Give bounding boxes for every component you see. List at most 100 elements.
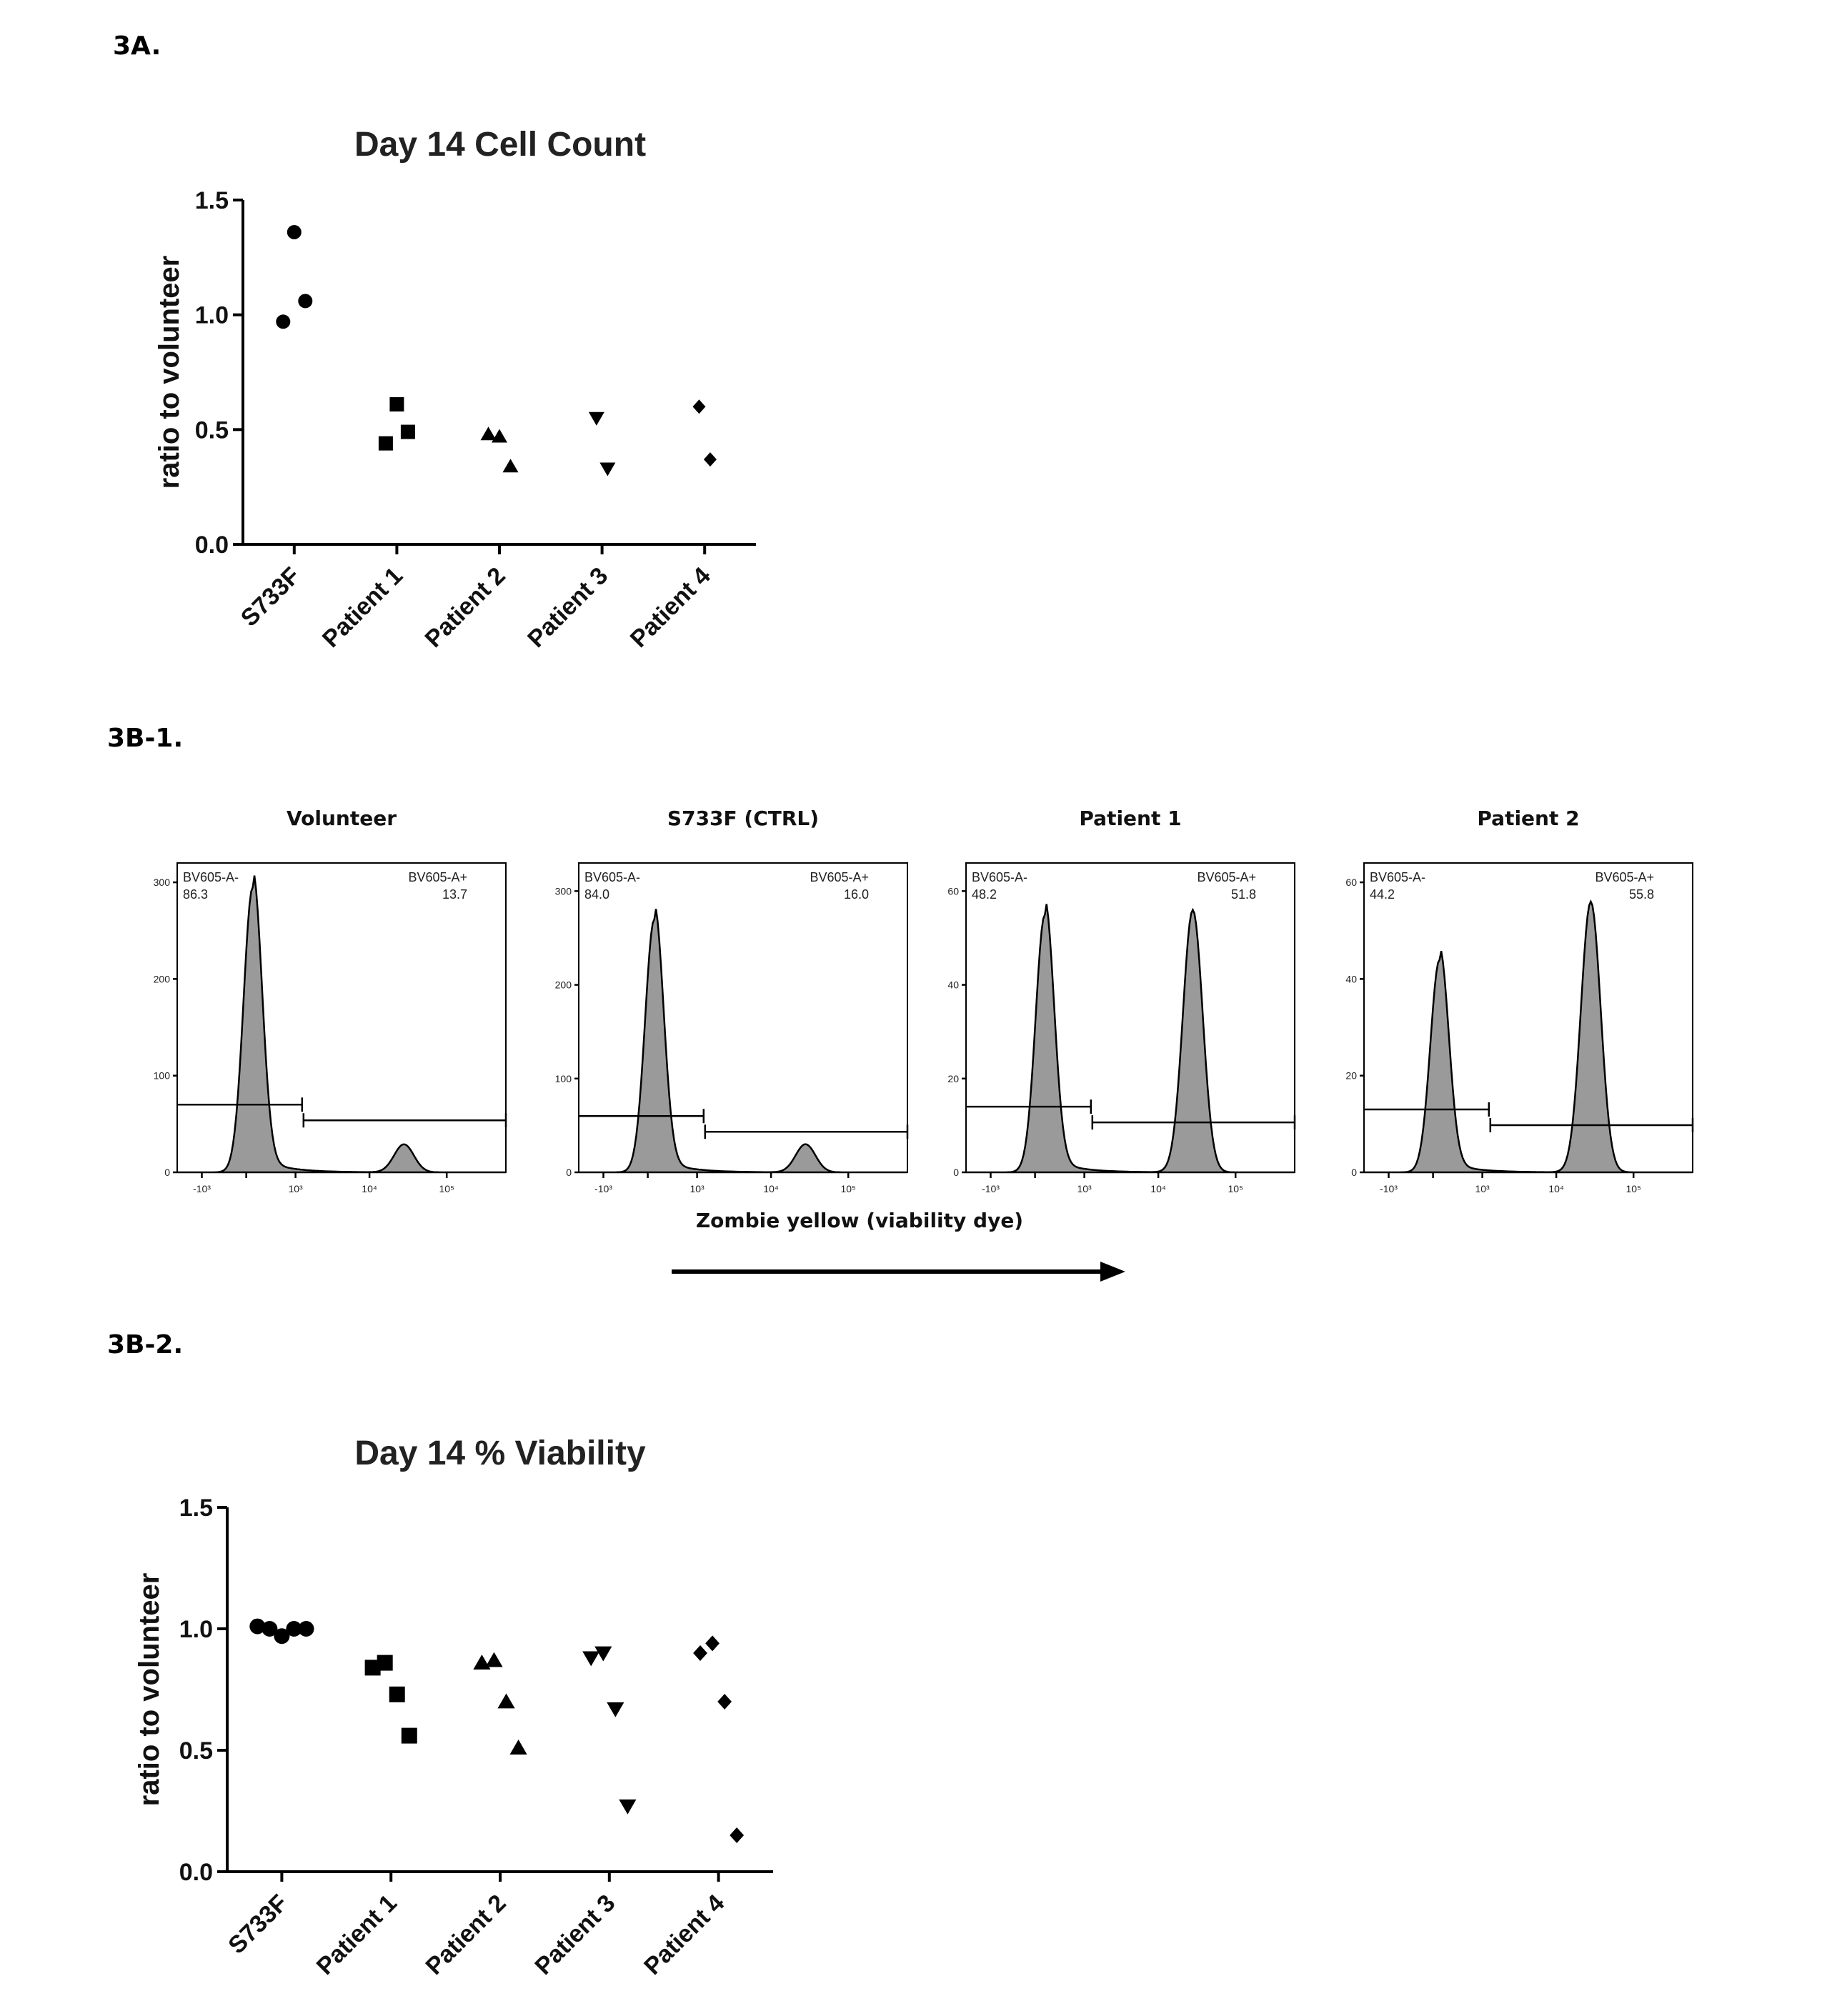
y-axis-label: ratio to volunteer — [154, 256, 185, 489]
y-tick-label: 300 — [555, 885, 572, 897]
y-tick-label: 200 — [154, 973, 171, 984]
y-tick-label: 100 — [154, 1070, 171, 1082]
panel-label-3b1: 3B-1. — [107, 724, 184, 753]
data-point — [298, 294, 313, 309]
y-axis-label: ratio to volunteer — [134, 1573, 165, 1807]
gate-negative-label: BV605-A- — [1370, 870, 1425, 884]
histogram-frame — [1363, 862, 1693, 1173]
histogram-title: S733F (CTRL) — [667, 807, 819, 830]
data-point — [298, 1621, 314, 1637]
data-point — [400, 424, 415, 439]
data-point — [378, 436, 393, 451]
data-point — [287, 224, 302, 239]
y-tick-label: 0 — [1351, 1167, 1357, 1178]
gate-negative-label: BV605-A- — [183, 870, 239, 884]
histogram-frame — [176, 862, 507, 1173]
y-tick-label: 0.5 — [195, 416, 229, 444]
data-point — [249, 1618, 266, 1635]
histogram-frame — [578, 862, 908, 1173]
x-tick-label: 10⁵ — [1626, 1183, 1641, 1194]
histogram-frame — [965, 862, 1295, 1173]
x-tick-label: -10³ — [193, 1183, 211, 1194]
histogram-title: Patient 1 — [1079, 807, 1181, 830]
gate-positive-label: BV605-A+ — [408, 870, 467, 884]
chart-title: Day 14 Cell Count — [354, 126, 646, 164]
x-tick-label: 10⁵ — [841, 1183, 856, 1194]
data-point — [401, 1727, 417, 1744]
data-point — [599, 462, 616, 476]
data-point — [705, 1635, 720, 1652]
y-tick-label: 20 — [1345, 1070, 1357, 1082]
y-tick-label: 0.5 — [179, 1737, 213, 1765]
data-point — [276, 314, 291, 329]
x-tick-label: Patient 2 — [421, 1890, 512, 1980]
y-tick-label: 0 — [164, 1167, 170, 1178]
cell-count-chart: Day 14 Cell Count ratio to volunteer 0.0 0.… — [154, 126, 756, 653]
x-tick-label: S733F — [223, 1890, 293, 1960]
x-axis-title: Zombie yellow (viability dye) — [696, 1209, 1023, 1232]
data-point — [364, 1660, 381, 1676]
x-tick-label: 10³ — [1475, 1183, 1490, 1194]
gate-positive-value: 13.7 — [442, 887, 467, 902]
x-tick-label: -10³ — [594, 1183, 612, 1194]
x-tick-label: -10³ — [1380, 1183, 1398, 1194]
chart-title: Day 14 % Viability — [354, 1434, 646, 1472]
y-tick-label: 20 — [947, 1073, 959, 1084]
x-tick-label: 10⁴ — [362, 1183, 377, 1194]
y-tick-label: 0 — [953, 1167, 959, 1178]
y-tick-label: 40 — [1345, 973, 1357, 984]
data-point — [492, 429, 507, 443]
y-tick-label: 0 — [566, 1167, 572, 1178]
panel-label-3a: 3A. — [113, 31, 161, 61]
x-tick-label: Patient 4 — [639, 1890, 730, 1980]
y-tick-label: 1.0 — [179, 1616, 213, 1643]
gate-negative-value: 44.2 — [1370, 887, 1395, 902]
data-point — [693, 1645, 707, 1661]
y-tick-label: 0.0 — [195, 532, 229, 559]
data-point — [286, 1621, 302, 1637]
data-point — [262, 1621, 278, 1637]
gate-positive-label: BV605-A+ — [810, 870, 869, 884]
histogram-title: Patient 2 — [1477, 807, 1579, 830]
data-point — [509, 1740, 527, 1755]
gate-negative-value: 84.0 — [584, 887, 609, 902]
gate-negative-label: BV605-A- — [584, 870, 640, 884]
gate-positive-label: BV605-A+ — [1595, 870, 1654, 884]
x-tick-label: 10⁴ — [1150, 1183, 1166, 1194]
gate-negative-value: 86.3 — [183, 887, 208, 902]
data-point — [480, 426, 497, 441]
y-tick-label: 200 — [555, 979, 572, 991]
data-point — [730, 1827, 745, 1843]
data-point — [703, 452, 717, 467]
gate-positive-value: 55.8 — [1629, 887, 1654, 902]
panel-label-3b2: 3B-2. — [107, 1330, 184, 1359]
direction-arrow-head — [1100, 1262, 1125, 1282]
x-tick-label: 10⁴ — [763, 1183, 779, 1194]
data-point — [377, 1655, 393, 1671]
data-point — [389, 1686, 405, 1702]
x-tick-label: -10³ — [982, 1183, 1000, 1194]
gate-positive-value: 16.0 — [844, 887, 869, 902]
data-point — [582, 1651, 600, 1667]
x-tick-label: 10³ — [1077, 1183, 1092, 1194]
data-point — [588, 411, 604, 426]
data-point — [485, 1652, 503, 1667]
y-tick-label: 40 — [947, 979, 959, 991]
histogram-title: Volunteer — [287, 807, 397, 830]
gate-positive-label: BV605-A+ — [1197, 870, 1256, 884]
y-tick-label: 60 — [1345, 877, 1357, 888]
gate-positive-value: 51.8 — [1231, 887, 1256, 902]
data-point — [717, 1694, 732, 1710]
x-tick-label: 10⁵ — [439, 1183, 454, 1194]
x-tick-label: 10⁴ — [1548, 1183, 1564, 1194]
gate-negative-value: 48.2 — [972, 887, 997, 902]
y-tick-label: 100 — [555, 1073, 572, 1084]
x-tick-label: Patient 3 — [529, 1890, 620, 1980]
data-point — [502, 459, 519, 473]
y-tick-label: 1.5 — [179, 1494, 213, 1522]
y-tick-label: 60 — [947, 885, 959, 897]
y-tick-label: 300 — [154, 877, 171, 888]
data-point — [692, 399, 706, 414]
